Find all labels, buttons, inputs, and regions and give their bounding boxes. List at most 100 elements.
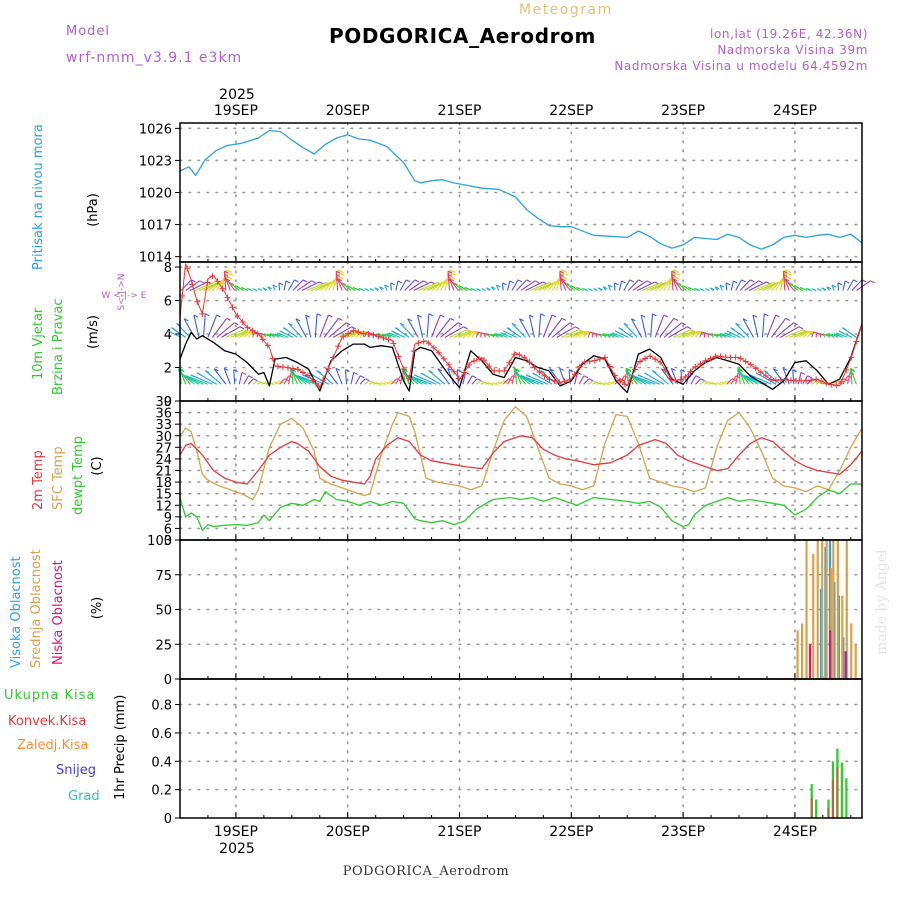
wind-gust-marker bbox=[591, 357, 598, 364]
wind-barb-flag bbox=[612, 332, 617, 336]
cloud-bar bbox=[808, 644, 812, 679]
wind-barb-flag bbox=[471, 375, 477, 379]
wind-gust-marker bbox=[440, 355, 447, 362]
wind-barb bbox=[355, 330, 364, 338]
wind-gust-marker bbox=[511, 351, 518, 358]
wind-barb-flag bbox=[437, 368, 443, 372]
wind-gust-marker bbox=[310, 377, 317, 384]
temperature-ytick-label: 6 bbox=[164, 522, 172, 537]
wind-barb-flag bbox=[503, 330, 508, 334]
cloud-bar bbox=[819, 588, 823, 679]
wind-barb bbox=[789, 330, 806, 338]
wind-barb-flag bbox=[335, 367, 341, 371]
wind-barb bbox=[627, 279, 639, 291]
wind-barb bbox=[471, 330, 477, 338]
wind-barb-flag bbox=[800, 371, 806, 375]
pressure-ytick-label: 1026 bbox=[139, 122, 172, 137]
temperature-ytick-label: 33 bbox=[155, 418, 172, 433]
wind-gust-marker bbox=[390, 340, 397, 347]
wind-barb-flag bbox=[407, 318, 412, 322]
wind-barb-flag bbox=[360, 375, 365, 379]
wind-barb bbox=[359, 378, 366, 385]
wind-barb-flag bbox=[587, 288, 593, 292]
wind-gust-marker bbox=[214, 278, 221, 285]
wind-barb bbox=[831, 284, 835, 291]
wind-gust-marker bbox=[571, 371, 578, 378]
wind-barb bbox=[753, 282, 774, 291]
wind-barb bbox=[332, 326, 352, 338]
wind-gust-marker bbox=[657, 359, 664, 366]
wind-barb bbox=[234, 331, 249, 338]
wind-ylabel-2: Brzina i Pravac bbox=[51, 298, 66, 395]
day-label-top: 20SEP bbox=[326, 103, 370, 119]
wind-barb bbox=[744, 280, 760, 291]
wind-barb bbox=[225, 329, 244, 338]
wind-gust-marker bbox=[516, 351, 523, 358]
wind-barb-flag bbox=[602, 286, 608, 290]
wind-barb bbox=[475, 380, 482, 385]
wind-barb bbox=[565, 330, 582, 338]
wind-barb bbox=[538, 313, 542, 338]
wind-barb-flag bbox=[519, 318, 524, 322]
wind-gust-marker bbox=[375, 333, 382, 340]
wind-barb-flag bbox=[750, 279, 755, 283]
wind-barb bbox=[730, 280, 734, 291]
wind-barb-flag bbox=[838, 330, 844, 334]
pressure-ylabel: Pritisak na nivou mora bbox=[31, 124, 46, 270]
wind-barb bbox=[471, 378, 478, 385]
wind-barb-flag bbox=[561, 269, 566, 273]
t2m-line bbox=[179, 435, 863, 485]
wind-barb bbox=[695, 378, 702, 385]
wind-barb bbox=[623, 279, 631, 291]
wind-barb-flag bbox=[272, 284, 278, 288]
wind-gust-marker bbox=[601, 354, 608, 361]
wind-barb bbox=[287, 372, 292, 385]
wind-barb-flag bbox=[805, 287, 811, 291]
wind-barb-flag bbox=[394, 327, 400, 331]
wind-barb bbox=[511, 279, 519, 291]
temperature-ytick-label: 15 bbox=[155, 488, 172, 503]
wind-barb-flag bbox=[629, 279, 635, 283]
wind-barb bbox=[225, 278, 236, 291]
wind-barb-flag bbox=[773, 368, 778, 372]
wind-barb-flag bbox=[811, 288, 817, 292]
wind-gust-marker bbox=[798, 377, 805, 384]
wind-barb bbox=[735, 372, 739, 385]
wind-barb-flag bbox=[378, 333, 384, 337]
wind-barb-flag bbox=[423, 280, 428, 284]
wind-barb bbox=[735, 279, 743, 291]
wind-barb-flag bbox=[623, 322, 629, 326]
wind-barb bbox=[605, 381, 611, 385]
cloud-ylabel-low: Niska Oblacnost bbox=[51, 560, 66, 665]
wind-gust-marker bbox=[259, 336, 266, 343]
wind-barb bbox=[556, 269, 563, 291]
wind-barb bbox=[641, 282, 662, 291]
wind-barb-flag bbox=[529, 314, 534, 318]
pressure-ytick-label: 1017 bbox=[139, 219, 172, 234]
wind-gust-marker bbox=[813, 376, 820, 383]
wind-barb-flag bbox=[246, 287, 252, 291]
wind-barb bbox=[189, 281, 208, 291]
wind-barb bbox=[766, 314, 777, 338]
wind-barb bbox=[475, 331, 479, 338]
wind-barb-flag bbox=[565, 282, 570, 286]
wind-barb bbox=[761, 313, 765, 338]
wind-barb bbox=[694, 330, 701, 338]
wind-barb-flag bbox=[632, 375, 638, 379]
wind-barb-flag bbox=[784, 269, 790, 273]
wind-gust-marker bbox=[642, 355, 649, 362]
wind-gust-marker bbox=[395, 353, 402, 360]
wind-barb-flag bbox=[593, 287, 598, 291]
wind-barb bbox=[672, 329, 692, 338]
day-label-top: 19SEP bbox=[214, 103, 258, 119]
wind-barb-flag bbox=[738, 367, 743, 371]
wind-gust-marker bbox=[611, 372, 618, 379]
temperature-ytick-label: 9 bbox=[164, 511, 172, 526]
day-label-top: 22SEP bbox=[549, 103, 593, 119]
wind-barb-flag bbox=[253, 378, 258, 382]
wind-barb-flag bbox=[569, 322, 575, 326]
wind-barb-flag bbox=[338, 317, 343, 321]
wind-barb bbox=[437, 368, 450, 385]
wind-barb-flag bbox=[782, 274, 788, 278]
